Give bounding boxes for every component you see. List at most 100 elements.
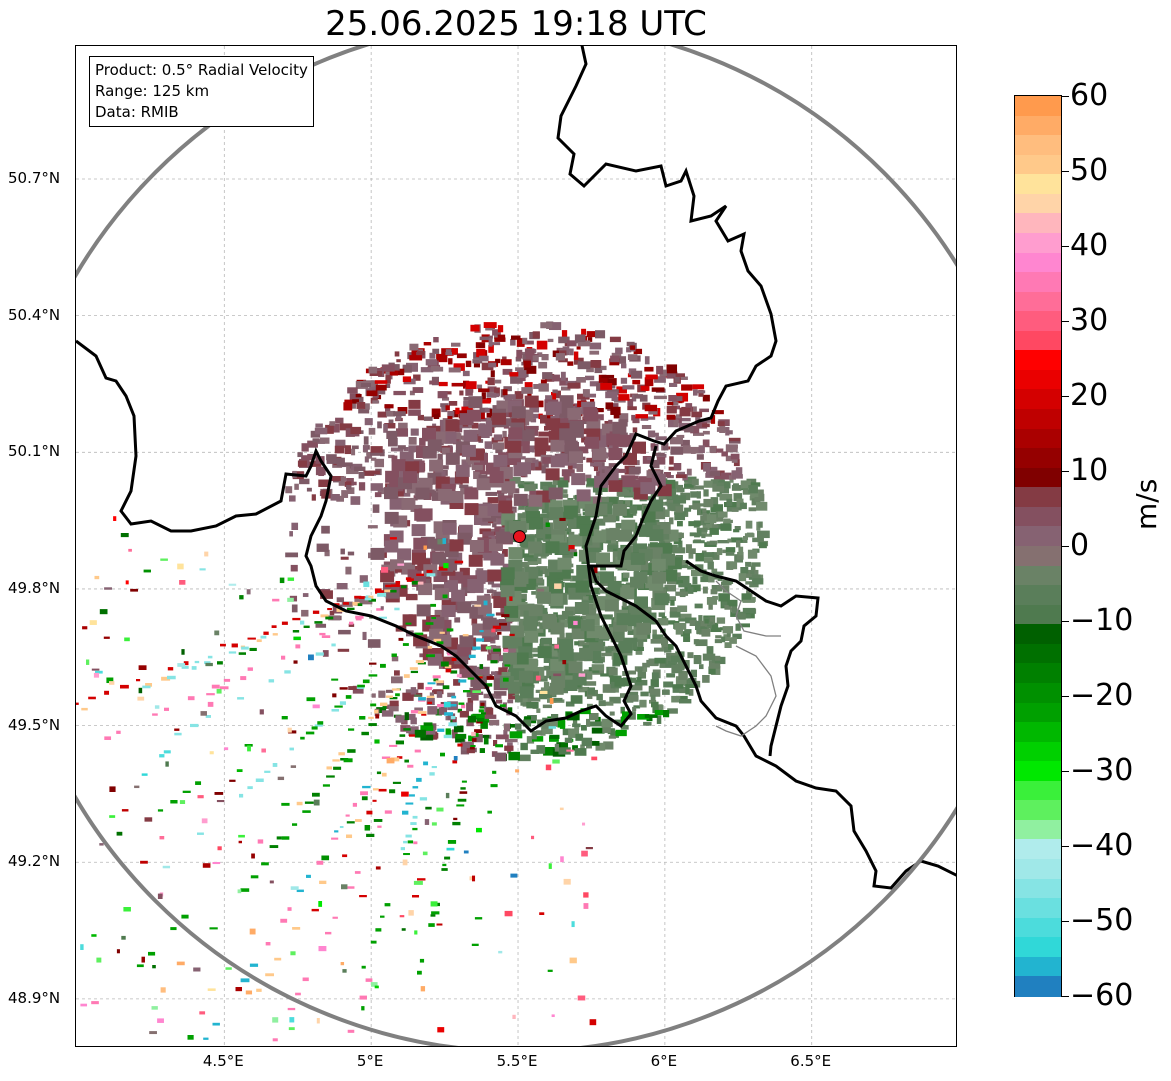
- echo-pixel: [752, 578, 764, 585]
- echo-pixel: [417, 414, 424, 421]
- echo-pixel: [683, 636, 691, 642]
- echo-pixel: [521, 387, 533, 394]
- echo-pixel: [676, 396, 683, 402]
- echo-pixel: [378, 616, 387, 619]
- echo-pixel: [479, 407, 489, 413]
- echo-pixel: [556, 614, 565, 624]
- echo-pixel: [605, 561, 616, 566]
- echo-pixel: [621, 716, 626, 726]
- echo-pixel: [615, 523, 626, 529]
- echo-pixel: [503, 386, 512, 392]
- echo-pixel: [532, 736, 544, 742]
- echo-pixel: [332, 693, 337, 698]
- echo-pixel: [445, 728, 451, 736]
- radar-map[interactable]: [75, 45, 957, 1047]
- echo-pixel: [540, 514, 549, 523]
- echo-pixel: [632, 427, 638, 433]
- border-north: [76, 46, 778, 733]
- echo-pixel: [589, 713, 599, 721]
- echo-pixel: [502, 430, 507, 439]
- echo-pixel: [339, 826, 344, 829]
- echo-pixel: [447, 704, 457, 707]
- echo-pixel: [335, 439, 346, 449]
- echo-pixel: [493, 648, 501, 652]
- echo-pixel: [644, 377, 654, 387]
- echo-pixel: [413, 841, 418, 845]
- echo-pixel: [541, 469, 548, 474]
- colorbar-segment: [1015, 526, 1061, 547]
- echo-pixel: [257, 839, 264, 844]
- echo-pixel: [384, 511, 399, 524]
- echo-pixel: [419, 958, 425, 963]
- echo-pixel: [162, 865, 171, 869]
- echo-pixel: [465, 381, 477, 390]
- echo-pixel: [587, 687, 596, 695]
- echo-pixel: [352, 445, 359, 450]
- echo-pixel: [604, 599, 619, 612]
- colorbar-segment: [1015, 350, 1061, 371]
- echo-pixel: [504, 664, 511, 667]
- echo-pixel: [618, 394, 630, 401]
- colorbar-segment: [1015, 232, 1061, 254]
- echo-pixel: [405, 622, 412, 625]
- echo-pixel: [693, 432, 705, 436]
- echo-pixel: [688, 479, 695, 484]
- echo-pixel: [385, 375, 391, 384]
- echo-pixel: [390, 559, 404, 572]
- echo-pixel: [749, 495, 758, 501]
- echo-pixel: [223, 678, 231, 682]
- echo-pixel: [759, 542, 767, 549]
- echo-pixel: [712, 483, 725, 492]
- echo-pixel: [436, 923, 443, 926]
- echo-pixel: [177, 663, 186, 667]
- echo-pixel: [463, 429, 478, 442]
- echo-pixel: [520, 702, 530, 706]
- echo-pixel: [375, 590, 384, 594]
- echo-pixel: [364, 825, 371, 831]
- echo-pixel: [750, 482, 761, 487]
- echo-pixel: [600, 383, 613, 390]
- echo-pixel: [136, 679, 141, 682]
- echo-pixel: [563, 878, 571, 885]
- echo-pixel: [702, 508, 707, 513]
- echo-pixel: [440, 403, 449, 408]
- echo-pixel: [478, 388, 490, 393]
- echo-pixel: [601, 374, 615, 379]
- echo-pixel: [502, 549, 508, 557]
- echo-pixel: [342, 969, 347, 973]
- echo-pixel: [696, 527, 708, 532]
- echo-pixel: [748, 507, 757, 512]
- echo-pixel: [620, 693, 628, 698]
- echo-pixel: [695, 390, 706, 394]
- echo-pixel: [386, 430, 398, 439]
- colorbar-segment: [1015, 96, 1061, 117]
- echo-pixel: [149, 1031, 157, 1035]
- echo-pixel: [688, 553, 694, 559]
- echo-pixel: [415, 487, 430, 500]
- echo-pixel: [346, 834, 353, 839]
- echo-pixel: [368, 470, 380, 475]
- echo-pixel: [669, 596, 677, 601]
- echo-pixel: [269, 880, 274, 884]
- echo-pixel: [382, 705, 387, 710]
- echo-pixel: [419, 437, 426, 446]
- echo-pixel: [445, 352, 457, 356]
- radar-site-marker[interactable]: [512, 530, 526, 544]
- echo-pixel: [596, 552, 610, 565]
- echo-pixel: [542, 613, 557, 626]
- echo-pixel: [91, 668, 100, 671]
- echo-pixel: [710, 622, 719, 628]
- echo-pixel: [627, 398, 634, 408]
- echo-pixel: [410, 717, 417, 725]
- echo-pixel: [731, 537, 743, 543]
- echo-pixel: [531, 730, 537, 740]
- echo-pixel: [514, 572, 529, 584]
- echo-pixel: [368, 595, 374, 600]
- echo-pixel: [723, 518, 731, 527]
- echo-pixel: [559, 428, 574, 441]
- echo-pixel: [519, 351, 529, 355]
- echo-pixel: [510, 375, 523, 384]
- echo-pixel: [456, 353, 467, 359]
- echo-pixel: [702, 521, 714, 530]
- echo-pixel: [497, 334, 506, 341]
